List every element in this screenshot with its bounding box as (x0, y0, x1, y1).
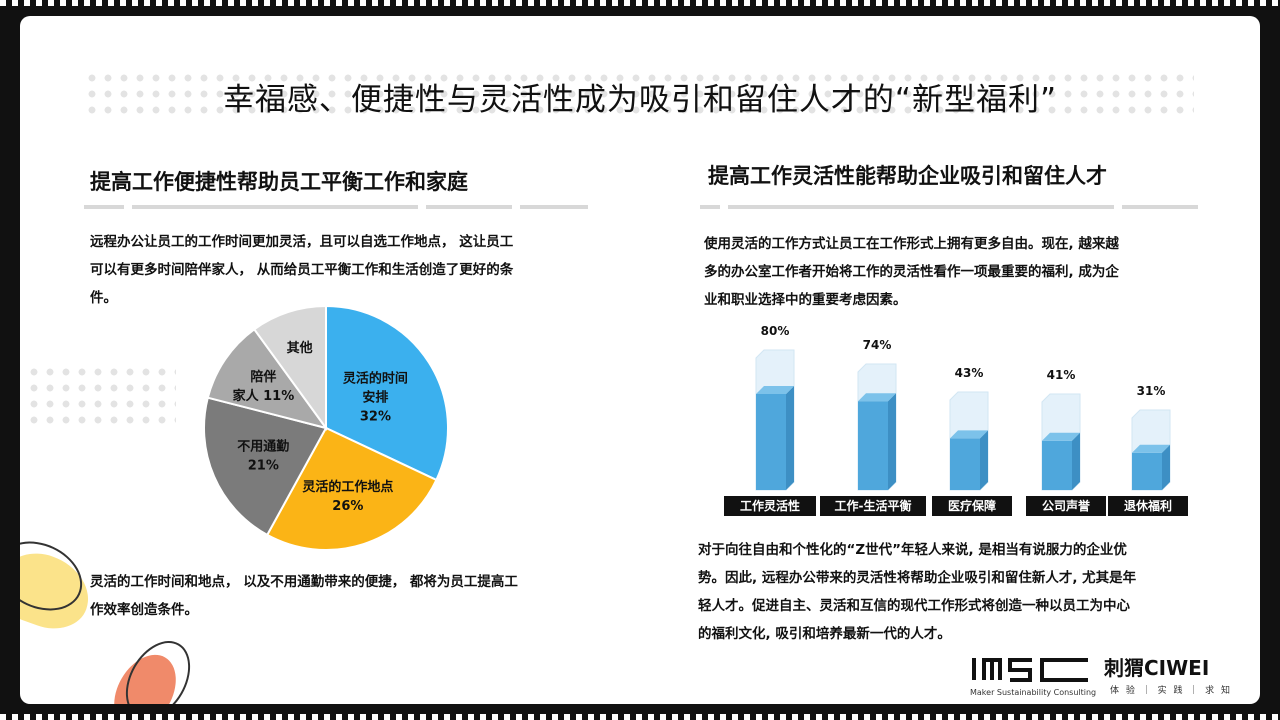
bar-0 (756, 394, 786, 490)
pie-label-2: 不用通勤 21% (237, 439, 289, 474)
decorative-outline-shape-2 (112, 629, 204, 704)
msc-logo: Maker Sustainability Consulting (970, 656, 1097, 697)
pie-label-1: 灵活的工作地点 26% (302, 479, 393, 514)
left-intro-text: 远程办公让员工的工作时间更加灵活，且可以自选工作地点， 这让员工 可以有更多时间… (90, 234, 514, 306)
pie-slice-4 (252, 304, 327, 432)
slide: 幸福感、便捷性与灵活性成为吸引和留住人才的“新型福利” 提高工作便捷性帮助员工平… (20, 16, 1260, 704)
decorative-dots-top (84, 70, 1194, 118)
ciwei-logo: 刺猬CIWEI 体 验 ｜ 实 践 ｜ 求 知 (1104, 652, 1234, 696)
bar-4 (1132, 452, 1162, 490)
bar-side-2 (980, 430, 988, 490)
pie-label-3: 陪伴家人 11% (233, 369, 295, 404)
bar-category-label-3: 公司声誉 (1026, 496, 1106, 516)
bar-top-2 (950, 430, 988, 439)
pie-slice-0 (325, 304, 449, 482)
bar-side-0 (786, 386, 794, 490)
right-conclusion-text: 对于向往自由和个性化的“Z世代”年轻人来说, 是相当有说服力的企业优 势。因此,… (698, 542, 1137, 642)
bar-top-3 (1042, 432, 1080, 441)
left-section-heading: 提高工作便捷性帮助员工平衡工作和家庭 (90, 170, 468, 194)
pie-label-4: 其他 (287, 340, 313, 356)
right-section-heading: 提高工作灵活性能帮助企业吸引和留住人才 (708, 164, 1107, 188)
bar-3 (1042, 440, 1072, 490)
bar-side-1 (888, 393, 896, 490)
page-title: 幸福感、便捷性与灵活性成为吸引和留住人才的“新型福利” (222, 82, 1058, 118)
msc-logo-mark (972, 658, 1088, 682)
bar-category-label-2: 医疗保障 (932, 496, 1012, 516)
bar-chart-svg (755, 349, 1171, 491)
right-intro-text: 使用灵活的工作方式让员工在工作形式上拥有更多自由。现在, 越来越 多的办公室工作… (704, 236, 1119, 308)
bar-category-label-4: 退休福利 (1108, 496, 1188, 516)
msc-logo-subtitle: Maker Sustainability Consulting (970, 688, 1097, 697)
bar-category-label-0: 工作灵活性 (724, 496, 816, 516)
bar-2 (950, 438, 980, 490)
bar-side-3 (1072, 432, 1080, 490)
bar-chart: 80% 工作灵活性 74% 工作-生活平衡 43% 医疗保障 41% 公司声誉 31% 退休福利 (20, 16, 1260, 536)
bar-top-0 (756, 386, 794, 394)
pie-label-0: 灵活的时间安排 32% (343, 371, 408, 425)
bar-1 (858, 401, 888, 490)
ciwei-logo-name: 刺猬CIWEI (1104, 656, 1210, 680)
right-heading-rule (700, 205, 1198, 209)
pie-slice-2 (203, 396, 328, 537)
ciwei-logo-tagline: 体 验 ｜ 实 践 ｜ 求 知 (1110, 686, 1233, 696)
left-heading-rule (84, 205, 588, 209)
bar-value-label-2: 43% (954, 366, 984, 380)
decorative-dots-left (26, 364, 176, 428)
bar-category-label-1: 工作-生活平衡 (820, 496, 926, 516)
bar-value-label-3: 41% (1046, 368, 1076, 382)
pie-slice-3 (206, 327, 329, 430)
left-conclusion-text: 灵活的工作时间和地点， 以及不用通勤带来的便捷， 都将为员工提高工 作效率创造条… (90, 574, 518, 618)
bar-value-label-4: 31% (1136, 384, 1166, 398)
bar-side-4 (1162, 444, 1170, 490)
bar-top-4 (1132, 444, 1170, 453)
pie-chart: 灵活的时间安排 32% 灵活的工作地点 26% 不用通勤 21% 陪伴家人 11% 其他 (203, 304, 449, 551)
bar-top-1 (858, 393, 896, 402)
bar-value-label-0: 80% (760, 324, 790, 338)
bar-value-label-1: 74% (862, 338, 892, 352)
